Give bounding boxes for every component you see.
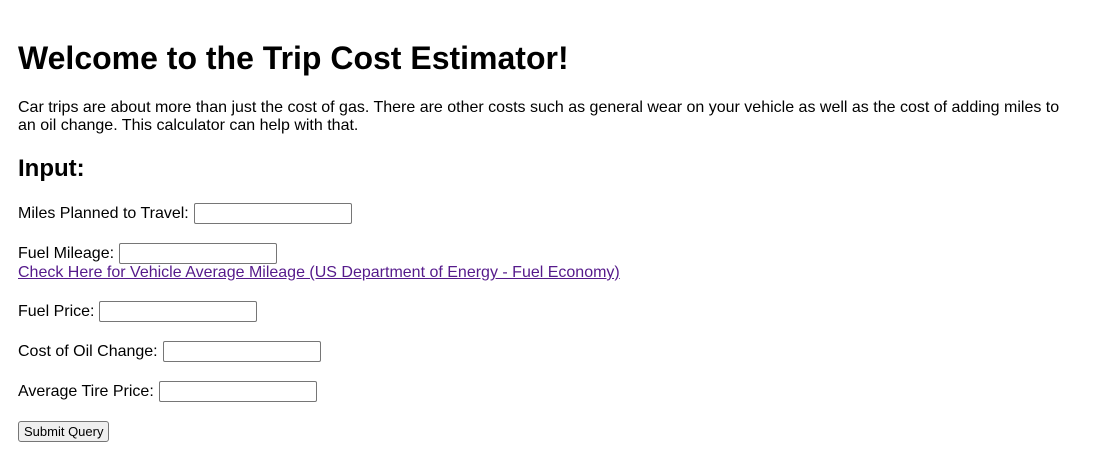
intro-text: Car trips are about more than just the c… [18,99,1060,134]
miles-input[interactable] [193,203,352,224]
submit-button[interactable]: Submit Query [18,421,110,442]
oil-change-row: Cost of Oil Change: [18,341,321,362]
miles-label: Miles Planned to Travel: [18,204,189,222]
tire-price-row: Average Tire Price: [18,381,317,402]
fuel-price-input[interactable] [99,301,258,322]
page-title: Welcome to the Trip Cost Estimator! [18,40,569,76]
miles-row: Miles Planned to Travel: [18,203,352,224]
fuel-price-label: Fuel Price: [18,302,95,320]
fuel-mileage-row: Fuel Mileage: [18,243,278,264]
oil-change-input[interactable] [162,341,321,362]
input-section-heading: Input: [18,155,85,182]
vehicle-mileage-link[interactable]: Check Here for Vehicle Average Mileage (… [18,264,620,281]
tire-price-label: Average Tire Price: [18,382,154,400]
tire-price-input[interactable] [158,381,317,402]
fuel-mileage-input[interactable] [119,243,278,264]
fuel-mileage-label: Fuel Mileage: [18,244,115,262]
oil-change-label: Cost of Oil Change: [18,342,158,360]
fuel-price-row: Fuel Price: [18,301,258,322]
